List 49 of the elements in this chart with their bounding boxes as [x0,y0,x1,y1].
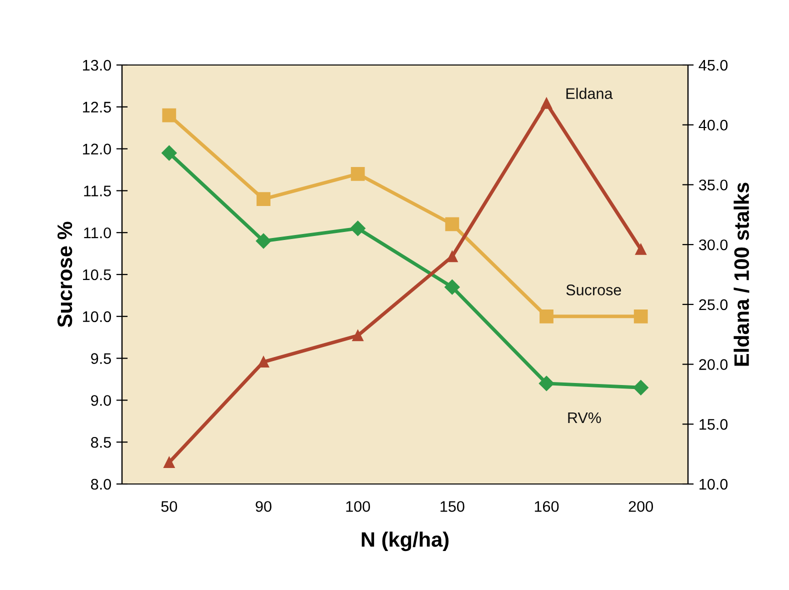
point [538,376,554,392]
y2-tick-label: 30.0 [699,239,728,250]
y2-tick-label: 45.0 [698,60,728,71]
x-axis-title: N (kg/ha) [362,532,449,552]
series-label: Sucrose [566,284,622,296]
y-tick-label: 11.5 [84,186,111,196]
point [444,280,460,295]
y-tick-label: 13.0 [83,60,111,71]
y-tick-label: 12.5 [83,102,111,113]
x-tick-label: 50 [161,501,178,512]
point [256,233,272,249]
y-tick-label: 12.0 [83,144,111,154]
y2-tick-label: 25.0 [699,299,728,310]
y2-tick-label: 15.0 [700,419,728,430]
point [256,192,270,206]
point [540,98,552,109]
point [164,456,175,468]
y-tick-label: 8.5 [91,436,111,448]
point [352,330,364,342]
y2-tick-label: 35.0 [699,180,728,190]
point [446,250,458,262]
x-tick-label: 200 [628,501,653,512]
y-axis-title: Sucrose % [57,222,72,328]
point [162,108,176,122]
y-tick-label: 9.5 [91,353,111,364]
y2-tick-label: 10.0 [700,478,728,490]
point [162,145,177,161]
point [634,309,648,324]
y2-tick-label: 20.0 [699,359,728,370]
point [350,220,366,236]
point [445,217,460,232]
y-tick-label: 9.0 [91,395,111,406]
x-tick-label: 160 [534,501,559,512]
y-tick-label: 11.0 [84,227,111,238]
point [635,244,646,255]
y2-axis-title: Eldana / 100 stalks [734,182,750,366]
x-tick-label: 100 [346,501,370,512]
y-tick-label: 10.0 [83,311,111,322]
point [633,380,648,396]
series-label: RV% [568,412,601,424]
y2-tick-label: 40.0 [698,120,728,131]
x-tick-label: 90 [256,501,272,512]
x-tick-label: 150 [440,501,464,512]
point [350,166,365,181]
series-label: Eldana [566,88,613,100]
y-tick-label: 10.5 [83,269,111,280]
y-tick-label: 8.0 [91,478,111,490]
point [258,356,270,368]
point [540,309,554,324]
